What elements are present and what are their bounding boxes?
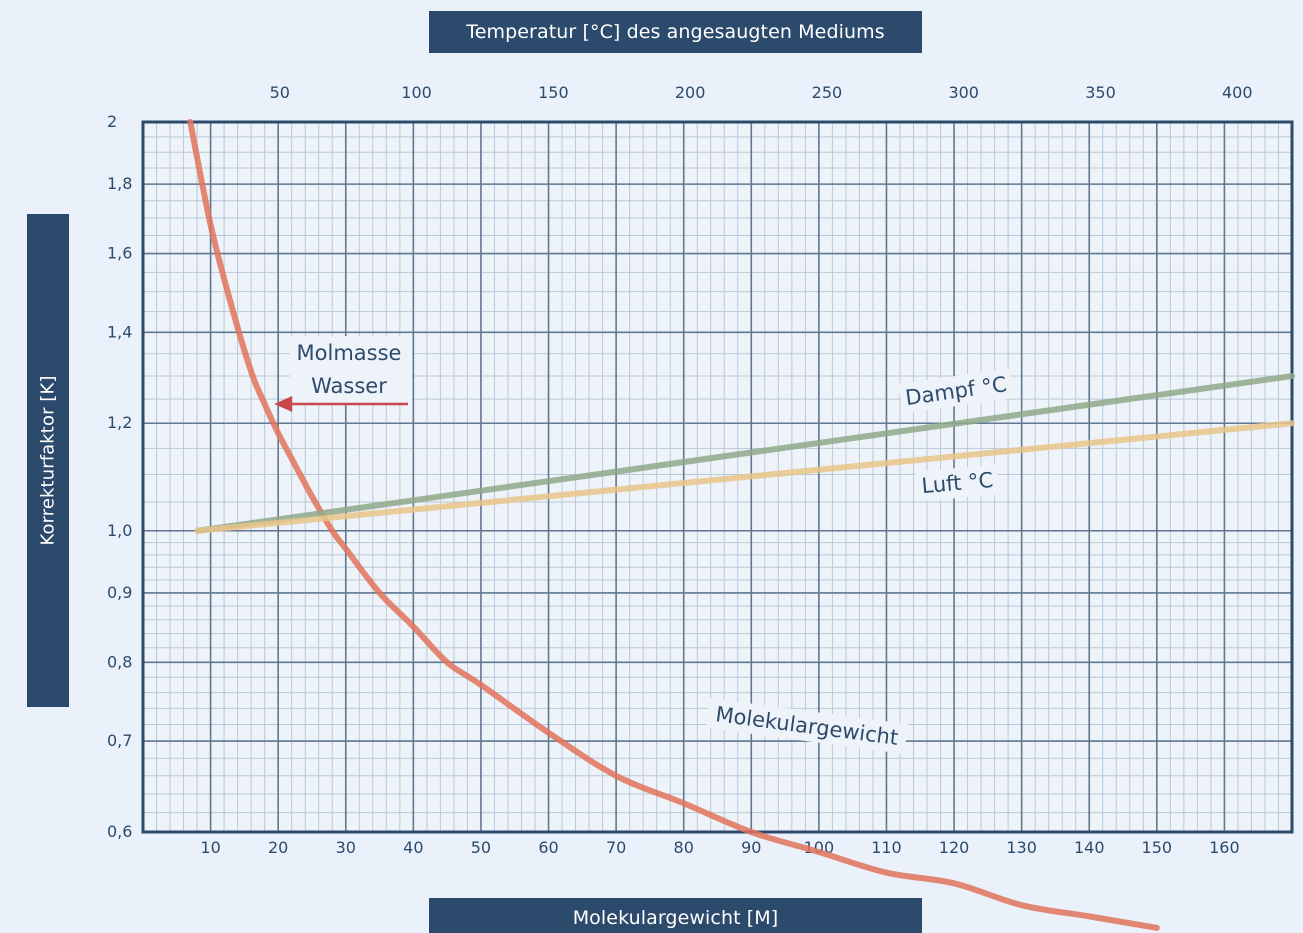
bottom-tick-label: 130 (1006, 838, 1037, 857)
bottom-tick-label: 80 (674, 838, 694, 857)
bottom-tick-label: 150 (1142, 838, 1173, 857)
series-luft-c-line (194, 420, 1295, 534)
annotation-dampf-group: Dampf °C (898, 368, 1014, 414)
top-tick-label: 200 (675, 83, 706, 102)
y-tick-label: 0,6 (107, 822, 132, 841)
y-tick-label: 2 (107, 112, 117, 131)
annotation-molmasse-line1: Molmasse (297, 341, 402, 365)
top-tick-label: 150 (538, 83, 569, 102)
series-molekulargewicht-line (187, 119, 1160, 931)
molmasse-label-bg (290, 336, 412, 404)
y-tick-label: 1,0 (107, 521, 132, 540)
minor-grid (143, 122, 1292, 832)
top-tick-label: 300 (948, 83, 979, 102)
y-tick-label: 1,8 (107, 174, 132, 193)
annotation-dampf-bg (898, 368, 1014, 414)
y-tick-label: 1,4 (107, 322, 132, 341)
bottom-tick-label: 160 (1209, 838, 1240, 857)
bottom-axis-title: Molekulargewicht [M] (429, 898, 922, 933)
top-tick-label: 400 (1222, 83, 1253, 102)
bottom-tick-label: 120 (939, 838, 970, 857)
top-tick-label: 350 (1085, 83, 1116, 102)
bottom-axis-label: Molekulargewicht [M] (572, 906, 779, 929)
bottom-tick-label: 90 (741, 838, 761, 857)
top-axis-label: Temperatur [°C] des angesaugten Mediums (466, 21, 885, 43)
y-tick-label: 1,6 (107, 244, 132, 263)
arrow-left-icon (274, 396, 293, 412)
y-axis-title: Korrekturfaktor [K] (27, 214, 69, 707)
annotation-molmasse-line2: Wasser (311, 374, 387, 398)
bottom-tick-label: 30 (336, 838, 356, 857)
y-tick-label: 0,7 (107, 731, 132, 750)
top-axis-title: Temperatur [°C] des angesaugten Mediums (429, 11, 922, 53)
top-tick-label: 100 (401, 83, 432, 102)
bottom-tick-label: 50 (471, 838, 491, 857)
plot-frame (141, 120, 1294, 834)
bottom-tick-label: 70 (606, 838, 626, 857)
top-tick-label: 250 (812, 83, 843, 102)
top-tick-label: 50 (270, 83, 290, 102)
annotation-luft-bg (915, 464, 1000, 502)
bottom-tick-label: 20 (268, 838, 288, 857)
y-tick-label: 1,2 (107, 413, 132, 432)
bottom-tick-label: 140 (1074, 838, 1105, 857)
y-tick-label: 0,8 (107, 652, 132, 671)
series-dampf-c-line (194, 373, 1295, 534)
annotation-molekulargewicht-bg (705, 698, 909, 754)
annotation-luft-group: Luft °C (915, 464, 1000, 502)
bottom-tick-label: 110 (871, 838, 902, 857)
y-tick-label: 0,9 (107, 583, 132, 602)
bottom-tick-label: 40 (403, 838, 423, 857)
bottom-tick-label: 60 (538, 838, 558, 857)
bottom-tick-label: 10 (200, 838, 220, 857)
